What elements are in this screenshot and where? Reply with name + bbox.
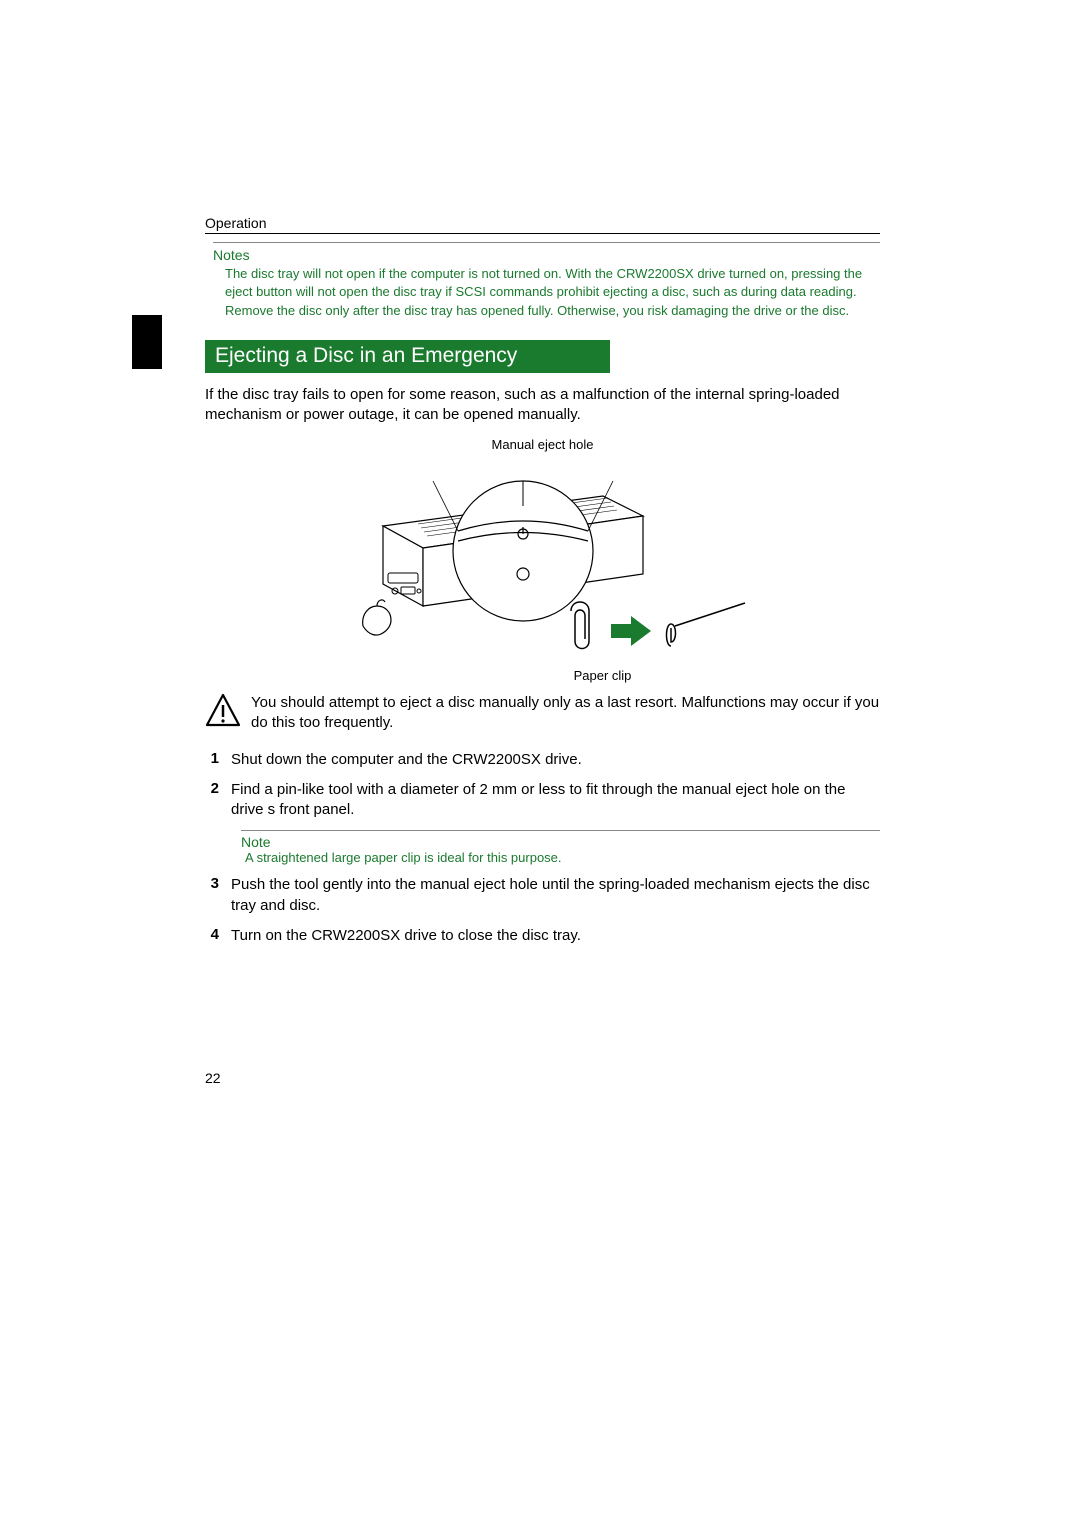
step-text: Push the tool gently into the manual eje… (231, 875, 880, 916)
step-text: Find a pin-like tool with a diameter of … (231, 780, 880, 821)
figure: Manual eject hole (323, 437, 763, 683)
intro-paragraph: If the disc tray fails to open for some … (205, 385, 880, 426)
drive-illustration (323, 456, 763, 666)
notes-block: Notes The disc tray will not open if the… (213, 242, 880, 320)
inline-note-text: A straightened large paper clip is ideal… (245, 850, 880, 865)
warning-text: You should attempt to eject a disc manua… (251, 693, 880, 734)
step-3: 3 Push the tool gently into the manual e… (205, 875, 880, 916)
side-tab (132, 315, 162, 369)
step-4: 4 Turn on the CRW2200SX drive to close t… (205, 926, 880, 946)
notes-text-2: Remove the disc only after the disc tray… (225, 302, 880, 320)
notes-text-1: The disc tray will not open if the compu… (225, 265, 880, 300)
section-title: Ejecting a Disc in an Emergency (205, 340, 610, 373)
figure-label-bottom: Paper clip (443, 668, 763, 683)
notes-heading: Notes (213, 247, 880, 263)
warning-callout: You should attempt to eject a disc manua… (205, 693, 880, 734)
step-number: 2 (205, 780, 219, 821)
step-number: 3 (205, 875, 219, 916)
step-number: 1 (205, 750, 219, 770)
step-text: Shut down the computer and the CRW2200SX… (231, 750, 880, 770)
step-text: Turn on the CRW2200SX drive to close the… (231, 926, 880, 946)
figure-label-top: Manual eject hole (323, 437, 763, 452)
step-number: 4 (205, 926, 219, 946)
step-1: 1 Shut down the computer and the CRW2200… (205, 750, 880, 770)
chapter-header: Operation (205, 215, 880, 234)
warning-icon (205, 693, 241, 729)
step-2: 2 Find a pin-like tool with a diameter o… (205, 780, 880, 821)
manual-page: Operation Notes The disc tray will not o… (0, 0, 1080, 1528)
inline-note-heading: Note (241, 834, 880, 850)
inline-note: Note A straightened large paper clip is … (241, 830, 880, 865)
page-number: 22 (205, 1070, 221, 1086)
